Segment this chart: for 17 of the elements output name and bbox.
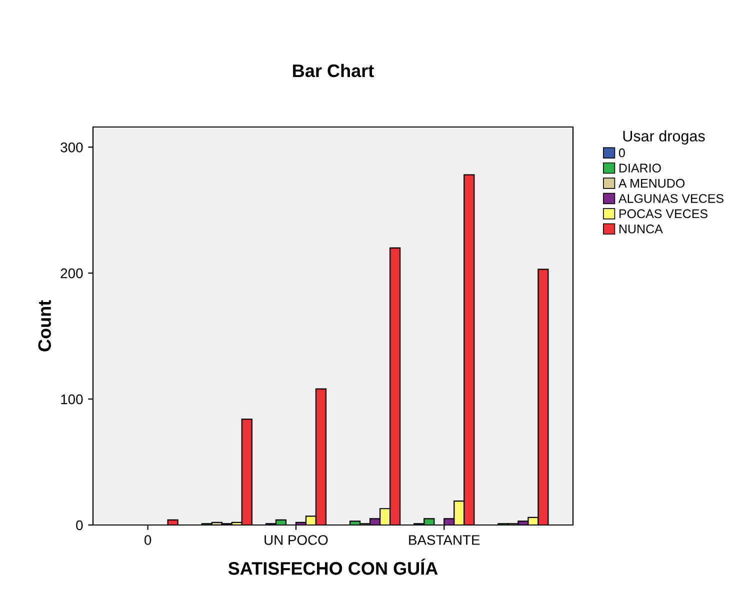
y-axis-title: Count: [38, 300, 51, 352]
legend-title: Usar drogas: [623, 130, 705, 145]
x-tick-label: UN POCO: [264, 535, 328, 545]
x-axis-title: SATISFECHO CON GUÍA: [228, 558, 438, 575]
y-tick-label: 0: [76, 520, 83, 530]
legend-label: DIARIO: [619, 164, 661, 172]
chart-title: Bar Chart: [293, 64, 374, 78]
y-tick-label: 100: [61, 394, 83, 404]
legend-label: POCAS VECES: [619, 209, 708, 218]
legend-label: NUNCA: [619, 224, 663, 234]
x-tick-label: 0: [144, 535, 152, 545]
legend-label: ALGUNAS VECES: [618, 194, 724, 203]
y-tick-label: 200: [60, 268, 83, 278]
x-tick-label: BASTANTE: [409, 535, 480, 545]
legend-label: A MENUDO: [618, 178, 685, 188]
y-tick-label: 300: [60, 142, 83, 152]
legend-label: 0: [618, 148, 625, 158]
